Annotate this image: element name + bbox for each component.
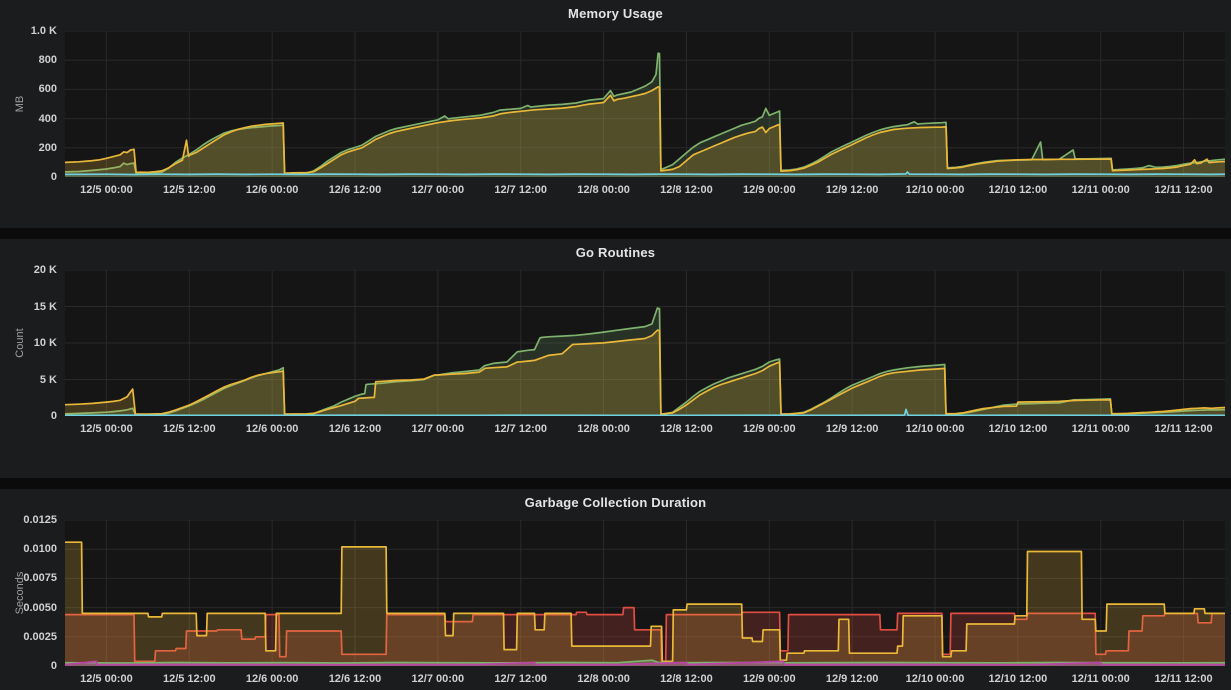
y-tick-label: 0.0125 bbox=[23, 514, 57, 526]
y-tick-label: 0 bbox=[50, 410, 57, 422]
x-tick-label: 12/8 12:00 bbox=[660, 673, 713, 685]
x-tick-label: 12/8 00:00 bbox=[577, 673, 630, 685]
x-tick-label: 12/5 00:00 bbox=[80, 423, 133, 435]
x-tick-label: 12/6 12:00 bbox=[328, 673, 382, 685]
x-tick-label: 12/5 12:00 bbox=[162, 673, 216, 685]
y-tick-label: 200 bbox=[38, 141, 57, 154]
x-tick-label: 12/5 12:00 bbox=[162, 423, 216, 435]
y-tick-label: 0 bbox=[50, 171, 57, 183]
y-tick-label: 0.0100 bbox=[23, 543, 57, 556]
x-tick-label: 12/8 12:00 bbox=[660, 423, 713, 435]
yellow-series-line bbox=[65, 541, 1225, 663]
y-tick-label: 0.0025 bbox=[23, 630, 57, 643]
x-tick-label: 12/5 00:00 bbox=[80, 673, 133, 685]
x-tick-label: 12/9 00:00 bbox=[742, 423, 796, 435]
x-tick-label: 12/7 00:00 bbox=[411, 673, 465, 685]
green-series-fill bbox=[65, 308, 1225, 416]
panel-title[interactable]: Memory Usage bbox=[568, 6, 663, 21]
x-tick-label: 12/7 12:00 bbox=[494, 423, 547, 435]
yellow-series-fill bbox=[65, 86, 1225, 177]
cyan-series-line bbox=[65, 408, 1225, 416]
x-tick-label: 12/10 00:00 bbox=[905, 184, 965, 196]
green-series-line bbox=[65, 659, 1225, 664]
graph-canvas[interactable] bbox=[65, 31, 1225, 177]
x-tick-label: 12/9 12:00 bbox=[825, 184, 879, 196]
cyan-series-line bbox=[65, 171, 1225, 176]
x-tick-label: 12/6 12:00 bbox=[328, 184, 382, 196]
x-tick-label: 12/10 12:00 bbox=[988, 673, 1048, 685]
y-tick-label: 0.0050 bbox=[23, 601, 57, 614]
x-tick-label: 12/11 12:00 bbox=[1154, 184, 1213, 196]
graph-canvas[interactable] bbox=[65, 270, 1225, 416]
x-tick-label: 12/7 12:00 bbox=[494, 184, 547, 196]
y-tick-label: 0.0075 bbox=[23, 572, 57, 585]
panel-garbage-collection-duration: Garbage Collection Duration Seconds 0 0.0… bbox=[0, 489, 1231, 690]
y-axis-unit-label: MB bbox=[14, 95, 26, 113]
x-tick-label: 12/11 12:00 bbox=[1154, 423, 1213, 435]
y-axis-unit-label: Seconds bbox=[14, 571, 26, 615]
x-tick-label: 12/6 00:00 bbox=[245, 673, 299, 685]
x-tick-label: 12/10 00:00 bbox=[905, 423, 965, 435]
purple-series-line bbox=[65, 660, 1225, 666]
x-tick-label: 12/7 12:00 bbox=[494, 673, 547, 685]
y-tick-label: 800 bbox=[38, 54, 57, 67]
chart-svg bbox=[65, 270, 1225, 416]
red-series-line bbox=[65, 606, 1225, 663]
y-tick-label: 1.0 K bbox=[30, 25, 57, 37]
x-tick-label: 12/9 12:00 bbox=[825, 673, 879, 685]
chart-svg bbox=[65, 520, 1225, 666]
yellow-series-line bbox=[65, 329, 1225, 415]
x-tick-label: 12/10 00:00 bbox=[905, 673, 965, 685]
x-tick-label: 12/9 12:00 bbox=[825, 423, 879, 435]
x-tick-label: 12/8 00:00 bbox=[577, 184, 630, 196]
x-tick-label: 12/7 00:00 bbox=[411, 184, 465, 196]
yellow-series-line bbox=[65, 85, 1225, 175]
y-tick-label: 0 bbox=[50, 660, 57, 672]
red-series-fill bbox=[65, 607, 1225, 666]
panel-memory-usage: Memory Usage MB 0 200 400 600 800 1.0 K 12/5 0… bbox=[0, 0, 1231, 228]
y-tick-label: 10 K bbox=[33, 337, 57, 349]
panel-title[interactable]: Garbage Collection Duration bbox=[524, 495, 707, 510]
yellow-series-fill bbox=[65, 330, 1225, 416]
chart-svg bbox=[65, 31, 1225, 177]
x-tick-label: 12/6 12:00 bbox=[328, 423, 382, 435]
x-tick-label: 12/5 00:00 bbox=[80, 184, 133, 196]
x-tick-label: 12/8 12:00 bbox=[660, 184, 713, 196]
x-tick-label: 12/8 00:00 bbox=[577, 423, 630, 435]
graph-canvas[interactable] bbox=[65, 520, 1225, 666]
x-tick-label: 12/6 00:00 bbox=[245, 423, 299, 435]
y-tick-label: 15 K bbox=[33, 300, 57, 313]
x-tick-label: 12/11 00:00 bbox=[1071, 673, 1130, 685]
x-tick-label: 12/9 00:00 bbox=[742, 184, 796, 196]
panel-title[interactable]: Go Routines bbox=[575, 245, 656, 260]
x-tick-label: 12/10 12:00 bbox=[988, 423, 1048, 435]
x-tick-label: 12/7 00:00 bbox=[411, 423, 465, 435]
green-series-fill bbox=[65, 53, 1225, 177]
y-tick-label: 20 K bbox=[33, 264, 57, 276]
x-tick-label: 12/9 00:00 bbox=[742, 673, 796, 685]
y-tick-label: 5 K bbox=[39, 373, 57, 386]
x-tick-label: 12/11 00:00 bbox=[1071, 423, 1130, 435]
x-tick-label: 12/10 12:00 bbox=[988, 184, 1048, 196]
yellow-series-fill bbox=[65, 542, 1225, 666]
y-tick-label: 600 bbox=[38, 83, 57, 96]
x-tick-label: 12/6 00:00 bbox=[245, 184, 299, 196]
y-tick-label: 400 bbox=[38, 112, 57, 125]
x-tick-label: 12/11 12:00 bbox=[1154, 673, 1213, 685]
x-tick-label: 12/5 12:00 bbox=[162, 184, 216, 196]
x-tick-label: 12/11 00:00 bbox=[1071, 184, 1130, 196]
